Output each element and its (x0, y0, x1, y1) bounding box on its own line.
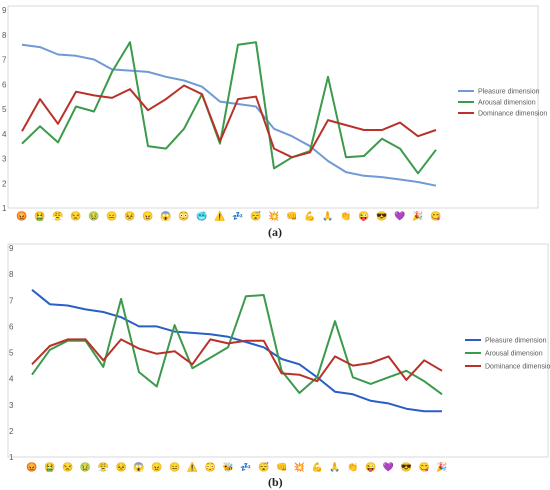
legend-label: Dominance dimension (485, 364, 550, 371)
x-tick-emoji: 😑 (169, 462, 180, 472)
x-tick-emoji: 😠 (151, 462, 162, 472)
y-tick-label: 9 (2, 6, 7, 15)
x-tick-emoji: 😒 (62, 462, 73, 472)
chart-b: 1 2 3 4 5 6 7 8 9 😡 🤮 😒 🤢 😤 😣 😱 😠 😑 ⚠️ 😳 🐝 💤 😴 👊 💥 💪 🙏 👏 😜 💜 😎 😋 🎉 Pleasu… (7, 243, 550, 473)
x-tick-emoji: 🐝 (222, 462, 233, 472)
plot-area (7, 243, 549, 458)
x-tick-emoji: 😜 (365, 462, 376, 473)
x-tick-emoji: 💤 (240, 462, 251, 472)
x-tick-emoji: 😴 (250, 210, 261, 221)
legend-label: Pleasure dimension (478, 89, 540, 96)
x-tick-emoji: 👏 (347, 461, 358, 472)
x-tick-emoji: 🤮 (44, 462, 55, 472)
x-tick-emoji: 🥶 (196, 210, 207, 222)
chart-a: 1 2 3 4 5 6 7 8 9 😡 🤮 😤 😒 🤢 😑 😣 😠 😱 😳 🥶 ⚠️ 💤 😴 💥 👊 💪 🙏 👏 😜 😎 💜 🎉 😋 Pleasu… (2, 5, 547, 222)
series-line-2 (31, 294, 443, 396)
x-tick-emoji: 💤 (232, 211, 243, 221)
x-tick-emoji: 😜 (358, 211, 369, 222)
x-tick-emoji: 😣 (124, 211, 135, 221)
legend-label: Dominance dimension (478, 111, 547, 118)
x-tick-emoji: 😳 (205, 462, 216, 472)
x-tick-emoji: 🙏 (329, 462, 340, 472)
y-tick-label: 6 (9, 322, 14, 331)
x-tick-emoji: 😤 (98, 462, 109, 472)
y-tick-label: 7 (2, 56, 7, 65)
x-tick-emoji: 😡 (26, 462, 37, 472)
y-tick-label: 5 (2, 105, 7, 114)
x-tick-emoji: 😑 (106, 211, 117, 221)
x-tick-emoji: 🎉 (412, 210, 423, 222)
x-tick-emoji: 👊 (276, 462, 287, 472)
x-tick-emoji: 😒 (70, 211, 81, 221)
y-tick-label: 7 (9, 296, 14, 305)
x-tick-emoji: 😱 (160, 211, 171, 222)
series-line-2 (21, 41, 437, 175)
x-tick-emoji: 😤 (52, 211, 63, 221)
x-tick-emoji: ⚠️ (214, 210, 225, 221)
x-tick-emoji: 😡 (16, 211, 27, 221)
series-line-1 (31, 289, 442, 413)
x-tick-emoji: 😴 (258, 461, 269, 472)
x-tick-emoji: 🤢 (88, 211, 99, 221)
panel-label-a: (a) (268, 225, 282, 239)
panel-label-b: (b) (268, 475, 283, 489)
y-tick-label: 1 (9, 453, 14, 462)
x-tick-emoji: 🙏 (322, 211, 333, 221)
x-tick-emoji: 🤢 (80, 462, 91, 472)
series-line-1 (21, 43, 437, 187)
y-tick-label: 4 (9, 375, 14, 384)
y-tick-label: 9 (9, 244, 14, 253)
x-tick-emoji: 💥 (294, 461, 305, 473)
legend-label: Pleasure dimension (485, 338, 547, 345)
series-line-3 (31, 338, 443, 383)
y-tick-label: 5 (9, 349, 14, 358)
x-tick-emoji: 😱 (133, 462, 144, 473)
x-tick-emoji: 😋 (430, 211, 441, 221)
plot-area (7, 5, 539, 209)
y-tick-label: 8 (2, 31, 7, 40)
x-tick-emoji: 👏 (340, 210, 351, 221)
legend-label: Arousal dimension (485, 351, 543, 358)
x-tick-emoji: 😋 (419, 462, 430, 472)
x-tick-emoji: 👊 (286, 211, 297, 221)
x-tick-emoji: 💜 (383, 462, 395, 472)
x-tick-emoji: 😳 (178, 211, 189, 221)
y-tick-label: 3 (9, 401, 14, 410)
y-tick-label: 2 (9, 427, 14, 436)
legend-label: Arousal dimension (478, 100, 536, 107)
x-tick-emoji: 😎 (401, 462, 412, 472)
x-tick-emoji: 💪 (312, 461, 323, 472)
x-tick-emoji: ⚠️ (187, 461, 198, 472)
y-tick-label: 2 (2, 179, 7, 188)
x-tick-emoji: 💥 (268, 210, 279, 222)
x-tick-emoji: 🤮 (34, 211, 45, 221)
x-tick-emoji: 😎 (376, 211, 387, 221)
x-tick-emoji: 💪 (304, 210, 315, 221)
x-tick-emoji: 😣 (116, 462, 127, 472)
y-tick-label: 6 (2, 80, 7, 89)
x-tick-emoji: 💜 (394, 211, 406, 221)
y-tick-label: 8 (9, 270, 14, 279)
series-line-3 (21, 84, 437, 159)
x-tick-emoji: 😠 (142, 211, 153, 221)
y-tick-label: 4 (2, 130, 7, 139)
y-tick-label: 3 (2, 155, 7, 164)
x-tick-emoji: 🎉 (436, 461, 447, 473)
y-tick-label: 1 (2, 204, 7, 213)
